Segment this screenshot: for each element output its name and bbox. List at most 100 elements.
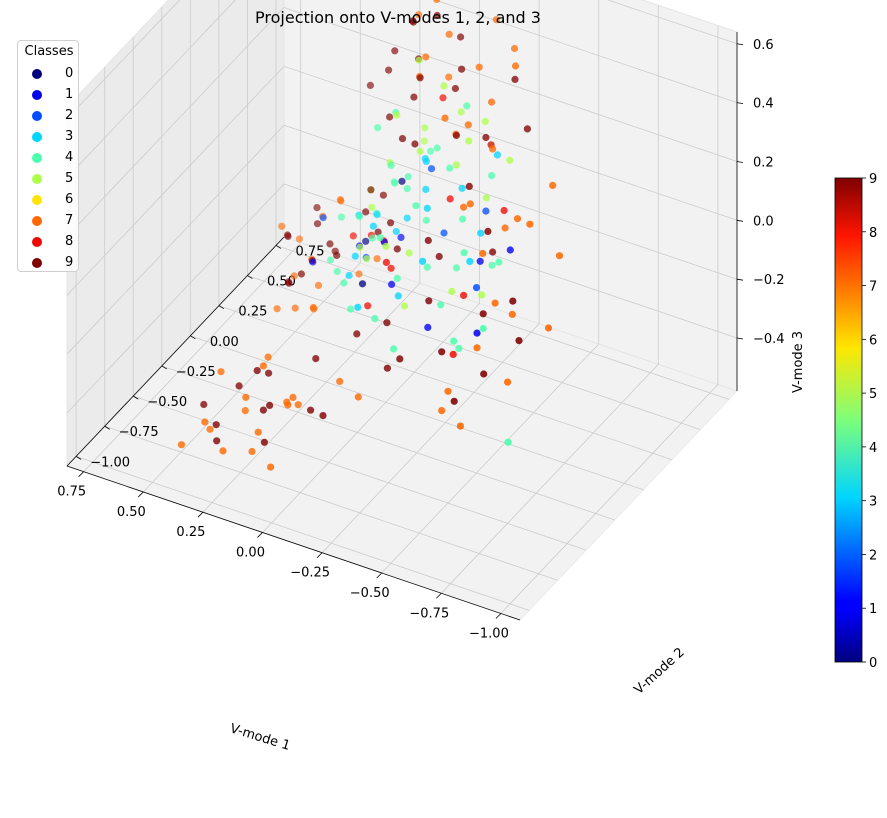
x-tick: [257, 532, 263, 538]
data-point-class-7: [544, 324, 553, 332]
data-point-class-0: [398, 177, 406, 185]
data-point-class-7: [264, 353, 272, 361]
data-point-class-7: [289, 393, 297, 401]
data-point-class-9: [438, 348, 446, 356]
z-tick: [736, 219, 744, 222]
data-point-class-4: [387, 161, 395, 169]
data-point-class-7: [491, 299, 499, 307]
data-point-class-5: [415, 56, 423, 64]
y-tick: [75, 456, 82, 460]
data-point-class-9: [313, 204, 321, 212]
data-point-class-3: [369, 222, 377, 230]
data-point-class-9: [313, 220, 322, 228]
gridline-x: [143, 0, 361, 493]
data-point-class-7: [336, 377, 344, 385]
legend-label: 0: [65, 66, 74, 81]
data-point-class-4: [423, 263, 431, 271]
x-tick: [316, 552, 323, 559]
gridline-z: [66, 0, 738, 120]
data-point-class-7: [513, 215, 522, 223]
z-tick: [736, 337, 744, 340]
colorbar: [834, 177, 863, 663]
y-tick: [247, 275, 253, 279]
x-tick: [138, 491, 144, 498]
z-tick: [736, 102, 744, 105]
data-point-class-4: [355, 213, 364, 221]
x-tick-label: −0.25: [290, 566, 330, 581]
gridline-x: [321, 0, 540, 553]
data-point-class-9: [212, 421, 220, 429]
data-point-class-7: [492, 16, 500, 24]
data-point-class-7: [510, 44, 519, 53]
gridline-x: [202, 0, 421, 513]
data-point-class-8: [387, 264, 395, 272]
data-point-class-4: [333, 267, 341, 276]
y-tick-label: 0.75: [296, 244, 325, 259]
data-point-class-3: [477, 229, 485, 237]
data-point-class-7: [201, 418, 209, 426]
data-point-class-7: [284, 401, 292, 409]
data-point-class-5: [420, 137, 428, 145]
gridline-x: [500, 25, 719, 614]
data-point-class-4: [488, 261, 496, 269]
data-point-class-7: [445, 30, 453, 38]
data-point-class-5: [363, 255, 371, 263]
data-point-class-3: [403, 214, 411, 222]
data-point-class-5: [368, 203, 376, 211]
gridline-z: [66, 124, 738, 355]
data-point-class-9: [353, 330, 361, 338]
data-point-class-5: [482, 194, 490, 202]
y-tick-label: 0.00: [210, 335, 239, 350]
data-point-class-9: [482, 133, 490, 142]
data-point-class-9: [213, 437, 221, 445]
gridline-x: [83, 0, 302, 472]
gridline-z: [66, 183, 738, 414]
data-point-class-8: [500, 206, 508, 215]
data-point-class-1: [424, 323, 432, 331]
data-point-class-7: [273, 305, 281, 313]
data-point-class-7: [489, 145, 497, 153]
data-point-class-7: [217, 368, 225, 376]
data-point-class-7: [438, 407, 446, 415]
legend-item-5: 5: [32, 170, 76, 190]
legend-marker: [32, 174, 42, 184]
data-point-class-4: [412, 202, 420, 210]
data-point-class-3: [373, 211, 381, 219]
legend-label: 2: [65, 108, 74, 123]
data-point-class-4: [488, 172, 496, 180]
data-point-class-5: [400, 302, 409, 310]
data-point-class-9: [297, 270, 305, 278]
data-point-class-9: [393, 245, 401, 253]
data-point-class-3: [458, 184, 466, 192]
data-point-class-3: [423, 204, 431, 212]
data-point-class-9: [411, 140, 419, 148]
colorbar-tick-label: 2: [869, 548, 877, 563]
data-point-class-7: [314, 281, 323, 289]
data-point-class-5: [356, 243, 364, 251]
gridline-z: [66, 65, 738, 296]
legend-item-8: 8: [32, 233, 76, 253]
data-point-class-9: [260, 438, 268, 446]
data-point-class-7: [291, 304, 299, 312]
data-point-class-7: [441, 114, 449, 122]
data-point-class-9: [379, 191, 387, 199]
x-tick: [197, 511, 204, 518]
data-point-class-4: [376, 234, 384, 242]
data-point-class-9: [479, 310, 487, 318]
data-point-class-4: [433, 144, 441, 152]
data-point-class-9: [398, 135, 407, 143]
data-point-class-3: [422, 157, 430, 165]
x-tick-label: −0.75: [409, 606, 449, 621]
data-point-class-7: [415, 11, 423, 19]
data-point-class-8: [439, 94, 447, 102]
legend-label: 6: [65, 192, 74, 207]
data-point-class-7: [488, 98, 496, 106]
data-point-class-4: [463, 102, 471, 110]
legend-marker: [32, 216, 42, 226]
data-point-class-7: [254, 428, 262, 436]
z-tick-label: 0.2: [753, 155, 774, 170]
data-point-class-4: [479, 324, 487, 333]
data-point-class-7: [267, 463, 275, 471]
x-tick-label: −1.00: [469, 627, 509, 642]
legend-item-3: 3: [32, 128, 76, 148]
